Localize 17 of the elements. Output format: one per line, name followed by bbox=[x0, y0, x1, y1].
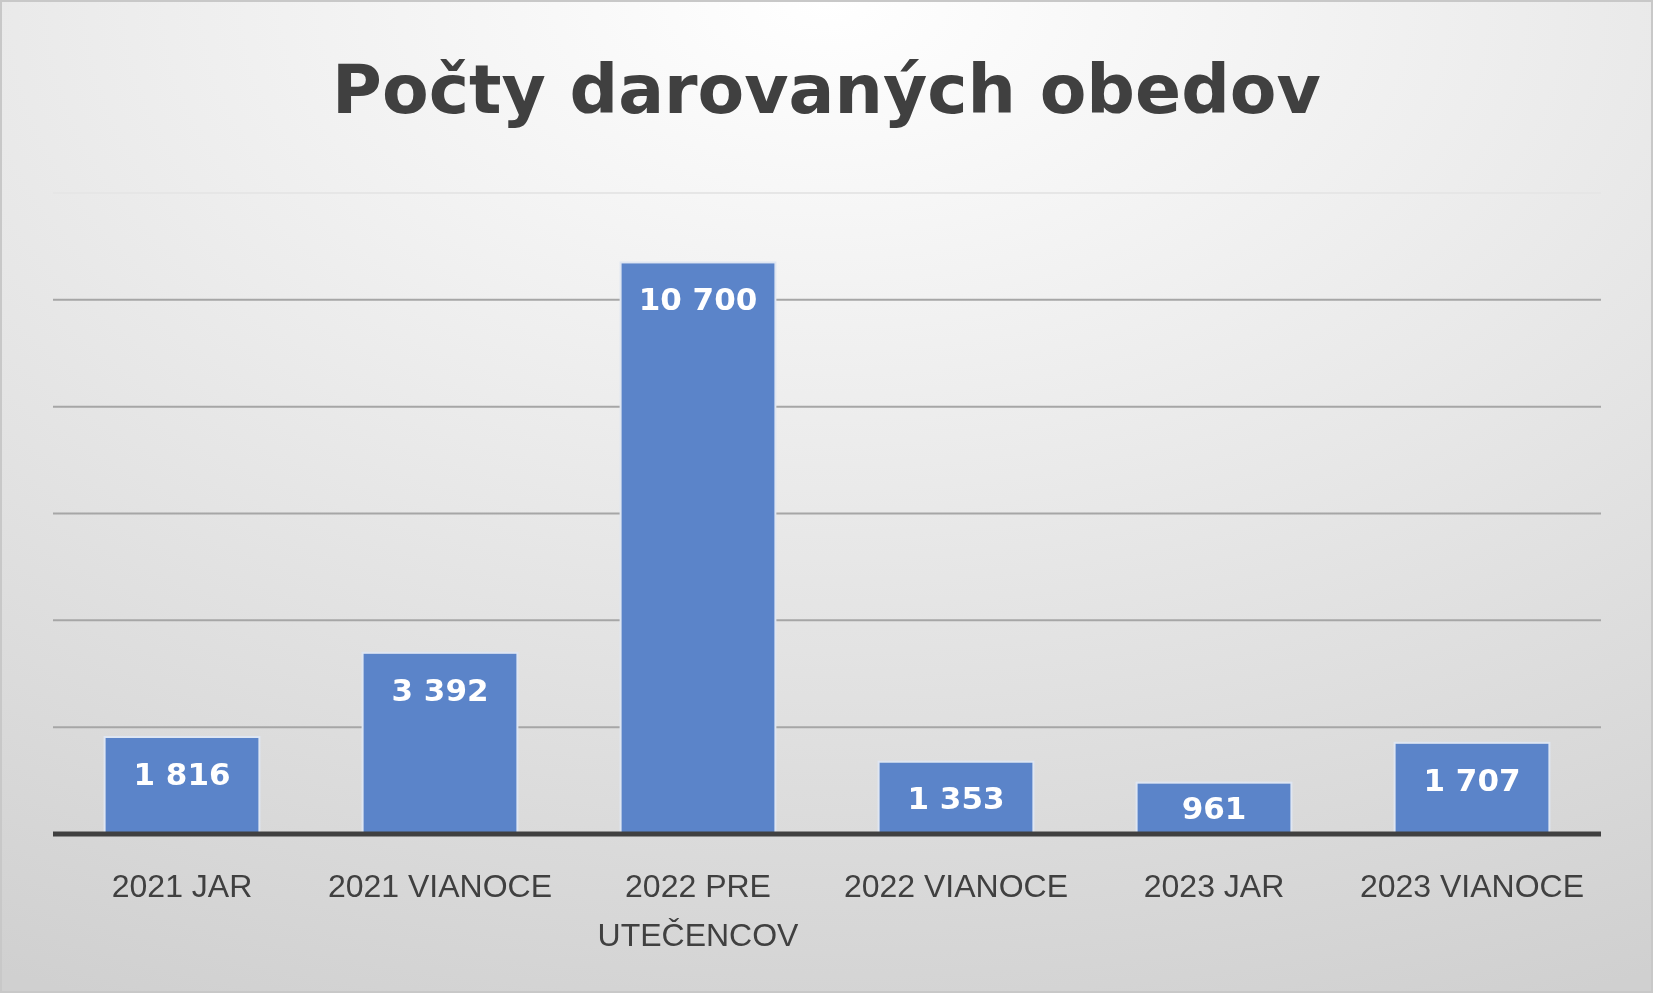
x-tick-label: 2021 VIANOCE bbox=[327, 868, 553, 904]
bar bbox=[1393, 741, 1551, 835]
data-label: 10 700 bbox=[638, 281, 758, 318]
x-tick-label: 2023 VIANOCE bbox=[1359, 868, 1585, 904]
chart-title: Počty darovaných obedov bbox=[332, 50, 1321, 129]
x-tick-label: 2022 VIANOCE bbox=[843, 868, 1069, 904]
data-label: 961 bbox=[1181, 790, 1247, 827]
x-tick-label: 2023 JAR bbox=[1143, 868, 1285, 904]
data-label: 1 353 bbox=[907, 779, 1005, 816]
data-label: 1 816 bbox=[133, 756, 231, 792]
bar bbox=[361, 651, 519, 835]
data-label: 1 707 bbox=[1423, 761, 1521, 798]
x-tick-label: 2021 JAR bbox=[111, 868, 253, 904]
bar bbox=[619, 261, 777, 835]
data-label: 3 392 bbox=[391, 671, 489, 708]
x-tick-label: 2022 PRE UTEČENCOV bbox=[597, 868, 800, 953]
bar bbox=[103, 736, 261, 835]
